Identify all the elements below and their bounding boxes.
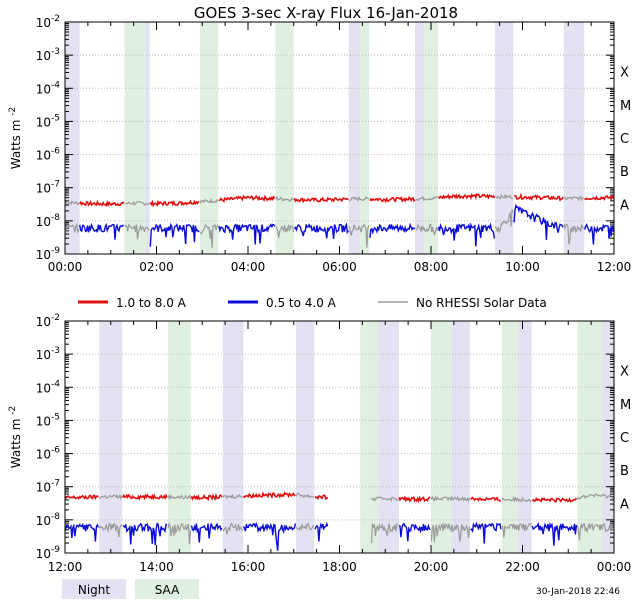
flare-class-label: X bbox=[620, 66, 629, 81]
y-axis-label: Watts m -2 bbox=[8, 107, 23, 169]
night-band bbox=[65, 22, 80, 254]
x-tick-label: 00:00 bbox=[597, 560, 632, 574]
no-rhessi-line bbox=[371, 493, 615, 503]
x-tick-label: 22:00 bbox=[505, 560, 540, 574]
saa-band bbox=[275, 22, 294, 254]
y-tick-label: 10-6 bbox=[36, 147, 61, 163]
night-band bbox=[296, 321, 315, 553]
saa-band bbox=[360, 22, 370, 254]
no-rhessi-line bbox=[98, 522, 314, 545]
short-channel-line bbox=[398, 521, 578, 546]
y-tick-label: 10-5 bbox=[36, 412, 60, 428]
x-tick-label: 20:00 bbox=[414, 560, 449, 574]
x-tick-label: 10:00 bbox=[505, 260, 540, 274]
no-rhessi-line bbox=[98, 492, 315, 501]
flare-class-label: M bbox=[620, 99, 631, 114]
y-tick-label: 10-7 bbox=[36, 180, 60, 196]
y-tick-label: 10-5 bbox=[36, 113, 60, 129]
x-tick-label: 18:00 bbox=[322, 560, 357, 574]
x-tick-label: 08:00 bbox=[414, 260, 449, 274]
y-tick-label: 10-9 bbox=[36, 545, 61, 561]
x-tick-label: 16:00 bbox=[231, 560, 266, 574]
x-tick-label: 12:00 bbox=[597, 260, 632, 274]
saa-band bbox=[431, 321, 452, 553]
short-channel-line bbox=[79, 203, 615, 247]
night-band bbox=[99, 321, 123, 553]
night-band bbox=[451, 321, 470, 553]
y-tick-label: 10-4 bbox=[36, 80, 61, 96]
top-panel: 10-2 10-3 10-4 10-5 10-6 10-7 10-8 10-9 Watts m … bbox=[8, 14, 631, 274]
y-tick-label: 10-4 bbox=[36, 379, 61, 395]
saa-band bbox=[360, 321, 379, 553]
long-channel-line bbox=[64, 491, 329, 502]
y-tick-label: 10-8 bbox=[36, 213, 61, 229]
x-tick-label: 00:00 bbox=[48, 260, 83, 274]
night-band bbox=[145, 22, 150, 254]
night-band bbox=[348, 22, 361, 254]
y-tick-label: 10-7 bbox=[36, 479, 60, 495]
flare-class-label: B bbox=[620, 464, 629, 479]
bottom-legend: Night SAA 30-Jan-2018 22:46 bbox=[62, 579, 620, 599]
plot-frame bbox=[64, 320, 615, 554]
flare-class-label: A bbox=[620, 497, 629, 512]
legend-short-label: 0.5 to 4.0 A bbox=[266, 296, 337, 310]
saa-band bbox=[199, 22, 219, 254]
y-tick-label: 10-6 bbox=[36, 446, 61, 462]
x-tick-label: 12:00 bbox=[48, 560, 83, 574]
no-rhessi-line bbox=[370, 521, 614, 544]
x-tick-label: 14:00 bbox=[139, 560, 174, 574]
flare-class-label: C bbox=[620, 431, 629, 446]
x-tick-label: 06:00 bbox=[322, 260, 357, 274]
legend-night-box bbox=[62, 579, 126, 599]
legend-saa-box bbox=[135, 579, 199, 599]
saa-band bbox=[124, 22, 146, 254]
saa-band bbox=[167, 321, 191, 553]
flare-class-label: X bbox=[620, 365, 629, 380]
night-band bbox=[517, 321, 532, 553]
y-tick-label: 10-8 bbox=[36, 512, 61, 528]
y-tick-label: 10-2 bbox=[36, 313, 60, 329]
y-tick-label: 10-9 bbox=[36, 246, 61, 262]
plot-title: GOES 3-sec X-ray Flux 16-Jan-2018 bbox=[194, 4, 458, 22]
no-rhessi-line bbox=[64, 193, 584, 207]
night-band bbox=[563, 22, 585, 254]
long-channel-line bbox=[79, 192, 615, 208]
legend-no-data-label: No RHESSI Solar Data bbox=[416, 296, 547, 310]
y-tick-label: 10-3 bbox=[36, 346, 60, 362]
night-band bbox=[602, 321, 614, 553]
x-tick-label: 04:00 bbox=[231, 260, 266, 274]
y-axis-label: Watts m -2 bbox=[8, 406, 23, 468]
plot-frame bbox=[64, 21, 615, 255]
y-tick-label: 10-2 bbox=[36, 14, 60, 30]
legend-night-label: Night bbox=[78, 583, 111, 597]
y-tick-label: 10-3 bbox=[36, 47, 60, 63]
legend-saa-label: SAA bbox=[155, 583, 180, 597]
legend: 1.0 to 8.0 A 0.5 to 4.0 A No RHESSI Sola… bbox=[78, 296, 547, 310]
no-rhessi-line bbox=[64, 209, 584, 248]
saa-band bbox=[424, 22, 438, 254]
flare-class-label: M bbox=[620, 398, 631, 413]
long-channel-line bbox=[398, 495, 578, 504]
short-channel-line bbox=[64, 521, 329, 551]
flare-class-label: C bbox=[620, 132, 629, 147]
legend-long-label: 1.0 to 8.0 A bbox=[116, 296, 187, 310]
footer-timestamp: 30-Jan-2018 22:46 bbox=[536, 587, 620, 597]
night-band bbox=[378, 321, 399, 553]
night-band bbox=[414, 22, 425, 254]
flare-class-label: B bbox=[620, 165, 629, 180]
x-tick-label: 02:00 bbox=[139, 260, 174, 274]
saa-band bbox=[577, 321, 603, 553]
night-band bbox=[495, 22, 514, 254]
flare-class-label: A bbox=[620, 198, 629, 213]
bottom-panel: 10-2 10-3 10-4 10-5 10-6 10-7 10-8 10-9 Watts m … bbox=[8, 313, 631, 574]
night-band bbox=[222, 321, 244, 553]
saa-band bbox=[501, 321, 518, 553]
